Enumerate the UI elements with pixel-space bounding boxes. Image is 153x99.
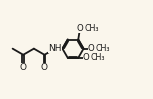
Text: CH₃: CH₃ bbox=[96, 44, 110, 53]
Text: O: O bbox=[20, 63, 27, 72]
Text: O: O bbox=[83, 53, 89, 62]
Text: O: O bbox=[41, 63, 48, 72]
Text: O: O bbox=[76, 24, 83, 33]
Text: CH₃: CH₃ bbox=[84, 24, 99, 33]
Text: NH: NH bbox=[48, 44, 62, 53]
Text: O: O bbox=[88, 44, 95, 53]
Text: CH₃: CH₃ bbox=[91, 53, 105, 62]
